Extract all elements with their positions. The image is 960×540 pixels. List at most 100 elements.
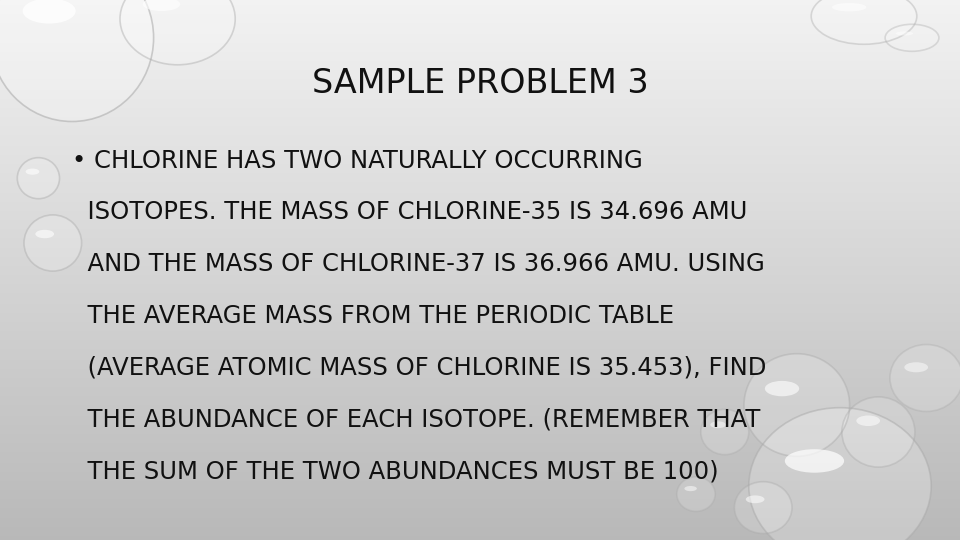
Bar	[0, 420, 960, 421]
Bar	[0, 355, 960, 356]
Bar	[0, 434, 960, 436]
Bar	[0, 443, 960, 444]
Bar	[0, 101, 960, 103]
Bar	[0, 12, 960, 15]
Ellipse shape	[749, 408, 931, 540]
Bar	[0, 427, 960, 428]
Bar	[0, 258, 960, 259]
Bar	[0, 374, 960, 376]
Bar	[0, 302, 960, 304]
Bar	[0, 466, 960, 468]
Bar	[0, 112, 960, 113]
Bar	[0, 439, 960, 441]
Bar	[0, 463, 960, 464]
Bar	[0, 432, 960, 434]
Ellipse shape	[120, 0, 235, 65]
Bar	[0, 4, 960, 5]
Bar	[0, 252, 960, 254]
Bar	[0, 274, 960, 275]
Bar	[0, 180, 960, 182]
Bar	[0, 196, 960, 198]
Bar	[0, 409, 960, 410]
Text: • CHLORINE HAS TWO NATURALLY OCCURRING: • CHLORINE HAS TWO NATURALLY OCCURRING	[72, 148, 643, 172]
Bar	[0, 477, 960, 479]
Bar	[0, 126, 960, 128]
Bar	[0, 356, 960, 358]
Ellipse shape	[765, 381, 799, 396]
Bar	[0, 16, 960, 18]
Bar	[0, 403, 960, 405]
Bar	[0, 236, 960, 238]
Bar	[0, 218, 960, 220]
Bar	[0, 34, 960, 36]
Bar	[0, 88, 960, 90]
Bar	[0, 425, 960, 427]
Bar	[0, 0, 960, 2]
Bar	[0, 185, 960, 187]
Bar	[0, 436, 960, 437]
Bar	[0, 275, 960, 277]
Bar	[0, 474, 960, 475]
Bar	[0, 369, 960, 371]
Ellipse shape	[896, 31, 913, 36]
Bar	[0, 103, 960, 104]
Bar	[0, 184, 960, 185]
Bar	[0, 187, 960, 189]
Bar	[0, 317, 960, 319]
Bar	[0, 301, 960, 302]
Bar	[0, 65, 960, 66]
Bar	[0, 533, 960, 535]
Bar	[0, 362, 960, 363]
Ellipse shape	[832, 3, 866, 11]
Bar	[0, 97, 960, 99]
Bar	[0, 106, 960, 108]
Bar	[0, 70, 960, 72]
Bar	[0, 194, 960, 196]
Bar	[0, 248, 960, 250]
Bar	[0, 398, 960, 400]
Bar	[0, 182, 960, 184]
Bar	[0, 250, 960, 252]
Bar	[0, 421, 960, 423]
Bar	[0, 297, 960, 299]
Bar	[0, 169, 960, 171]
Bar	[0, 394, 960, 396]
Bar	[0, 2, 960, 4]
Bar	[0, 401, 960, 403]
Bar	[0, 49, 960, 50]
Bar	[0, 171, 960, 173]
Bar	[0, 349, 960, 351]
Bar	[0, 495, 960, 497]
Bar	[0, 255, 960, 258]
Bar	[0, 417, 960, 420]
Bar	[0, 459, 960, 461]
Bar	[0, 69, 960, 70]
Bar	[0, 119, 960, 120]
Bar	[0, 312, 960, 313]
Bar	[0, 400, 960, 401]
Bar	[0, 385, 960, 387]
Bar	[0, 268, 960, 270]
Bar	[0, 416, 960, 417]
Bar	[0, 423, 960, 425]
Bar	[0, 347, 960, 349]
Bar	[0, 344, 960, 346]
Bar	[0, 110, 960, 112]
Bar	[0, 58, 960, 59]
Bar	[0, 189, 960, 191]
Bar	[0, 173, 960, 174]
Bar	[0, 221, 960, 223]
Bar	[0, 342, 960, 344]
Bar	[0, 90, 960, 92]
Bar	[0, 518, 960, 520]
Bar	[0, 135, 960, 137]
Bar	[0, 454, 960, 455]
Bar	[0, 522, 960, 524]
Bar	[0, 447, 960, 448]
Bar	[0, 245, 960, 247]
Ellipse shape	[885, 24, 939, 51]
Bar	[0, 285, 960, 286]
Bar	[0, 524, 960, 525]
Bar	[0, 335, 960, 336]
Bar	[0, 54, 960, 56]
